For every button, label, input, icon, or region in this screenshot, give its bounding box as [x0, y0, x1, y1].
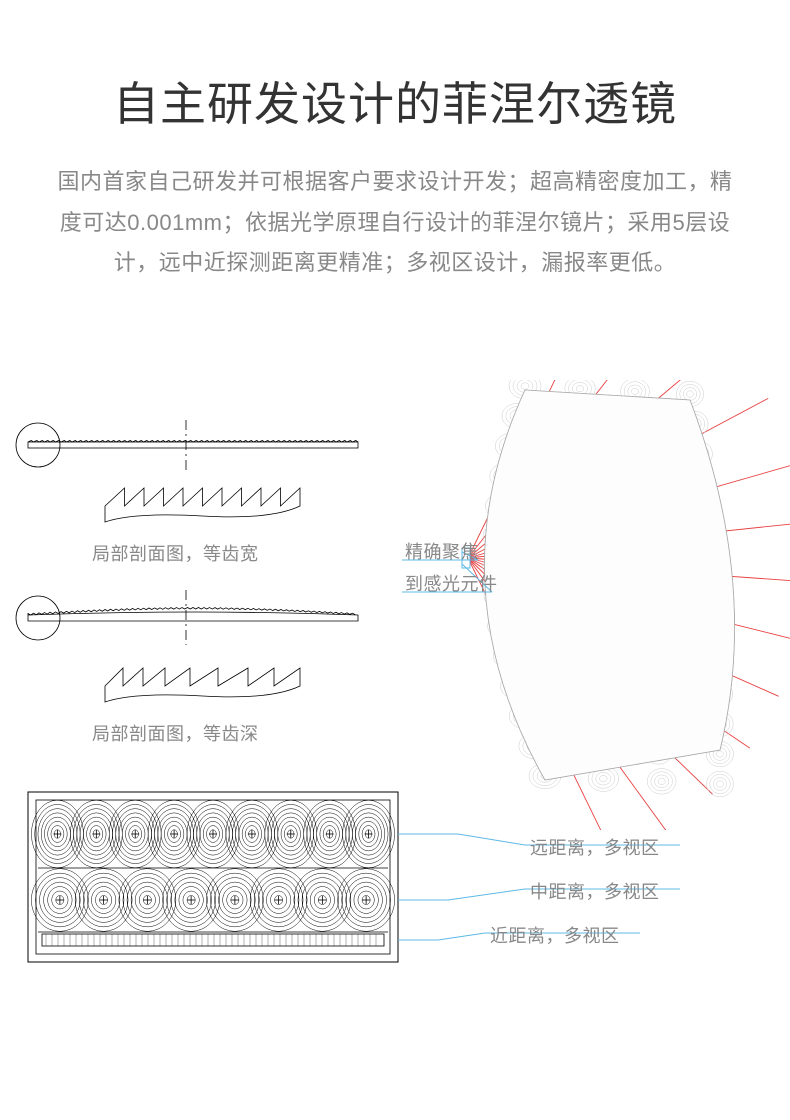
curved-lens-diagram [0, 380, 790, 830]
row-label-mid: 中距离，多视区 [530, 878, 660, 904]
row-label-far: 远距离，多视区 [530, 834, 660, 860]
diagram-area: 局部剖面图，等齿宽 局部剖面图，等齿深 远距离，多视区 中距离，多视区 近距离，… [0, 420, 790, 1120]
page-subtitle: 国内首家自己研发并可根据客户要求设计开发；超高精密度加工，精度可达0.001mm… [0, 134, 790, 284]
page-title: 自主研发设计的菲涅尔透镜 [0, 0, 790, 134]
focus-label-1: 精确聚焦 [405, 538, 479, 564]
row-label-near: 近距离，多视区 [490, 922, 620, 948]
focus-label-2: 到感光元件 [405, 570, 498, 596]
